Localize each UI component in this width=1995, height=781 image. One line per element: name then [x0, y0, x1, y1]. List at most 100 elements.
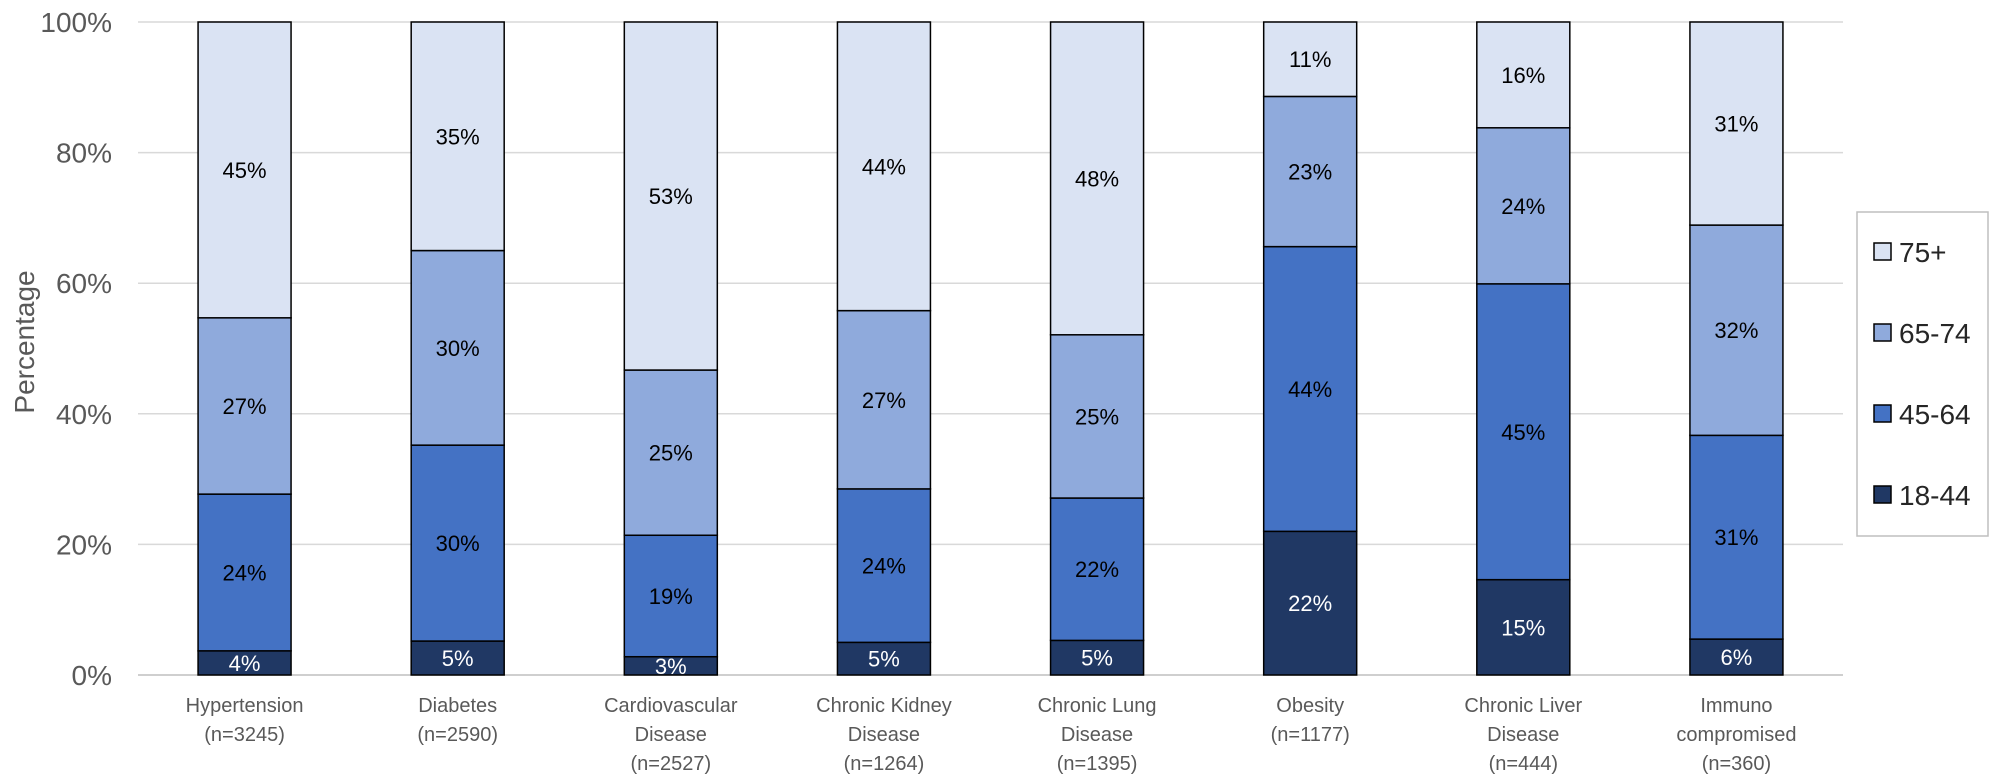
data-label: 25% — [649, 441, 693, 466]
bar-segment — [623, 534, 719, 658]
y-tick-label: 60% — [56, 268, 112, 299]
data-label: 30% — [436, 531, 480, 556]
data-label: 45% — [1501, 420, 1545, 445]
bar-segment — [836, 309, 932, 490]
bar-segment — [410, 249, 505, 446]
y-tick-label: 80% — [56, 138, 112, 169]
legend-swatch — [1873, 485, 1892, 504]
data-labels: 4% 24% 27% 45% 5% 30% 30% 35% 3% 19% 25% 53% 5% 24% 27… — [223, 47, 1759, 679]
x-category-label: Diabetes — [418, 695, 497, 717]
bar-segment — [197, 317, 292, 495]
data-label: 5% — [1081, 646, 1113, 671]
data-label: 30% — [436, 336, 480, 361]
data-label: 44% — [862, 154, 906, 179]
data-label: 31% — [1714, 112, 1758, 137]
bar-segment — [410, 640, 505, 676]
x-category-label: Disease — [635, 724, 707, 746]
legend: 75+ 65-74 45-64 18-44 — [1856, 211, 1989, 537]
legend-label: 65-74 — [1899, 318, 1971, 349]
bar-segment — [1049, 639, 1145, 676]
data-label: 22% — [1288, 591, 1332, 616]
bar-segment — [1476, 21, 1571, 129]
bars — [197, 21, 1784, 676]
bar-segment — [623, 21, 719, 371]
legend-label: 75+ — [1899, 237, 1947, 268]
data-label: 3% — [655, 654, 687, 679]
bar-segment — [1262, 95, 1358, 248]
x-category-label: Chronic Lung — [1038, 695, 1157, 717]
data-label: 24% — [223, 560, 267, 585]
data-label: 5% — [868, 647, 900, 672]
data-label: 15% — [1501, 615, 1545, 640]
x-category-label: Obesity — [1276, 695, 1344, 717]
legend-label: 18-44 — [1899, 480, 1971, 511]
x-category-label: Cardiovascular — [604, 695, 738, 717]
bar-segment — [1689, 21, 1784, 226]
data-label: 35% — [436, 124, 480, 149]
bar-segment — [836, 21, 932, 312]
bar-segment — [1476, 283, 1571, 581]
data-label: 5% — [442, 646, 474, 671]
data-label: 31% — [1714, 525, 1758, 550]
data-label: 25% — [1075, 404, 1119, 429]
data-label: 53% — [649, 184, 693, 209]
data-label: 22% — [1075, 557, 1119, 582]
data-label: 27% — [223, 394, 267, 419]
bar-segment — [410, 444, 505, 642]
data-label: 24% — [862, 554, 906, 579]
legend-swatch — [1873, 404, 1892, 423]
legend-box — [1856, 211, 1989, 537]
x-category-label: Immuno — [1700, 695, 1772, 717]
data-label: 44% — [1288, 377, 1332, 402]
legend-label: 45-64 — [1899, 399, 1971, 430]
x-category-label: Disease — [1061, 724, 1133, 746]
bar-segment — [1476, 127, 1571, 285]
x-category-label: Disease — [848, 724, 920, 746]
y-tick-label: 20% — [56, 529, 112, 560]
x-category-label: Chronic Liver — [1464, 695, 1582, 717]
x-category-label: (n=444) — [1489, 753, 1559, 775]
data-label: 16% — [1501, 63, 1545, 88]
x-category-label: compromised — [1676, 724, 1796, 746]
bar-segment — [1262, 530, 1358, 676]
bar-segment — [836, 641, 932, 676]
bar-segment — [1049, 334, 1145, 499]
data-label: 19% — [649, 584, 693, 609]
x-category-label: (n=2527) — [631, 753, 712, 775]
x-category-label: (n=1395) — [1057, 753, 1138, 775]
bar-segment — [1049, 21, 1145, 336]
y-axis-tick-labels: 0% 20% 40% 60% 80% 100% — [40, 7, 112, 691]
bar-segment — [1049, 497, 1145, 642]
bar-segment — [1262, 21, 1358, 98]
bar-segment — [197, 493, 292, 652]
bar-segment — [1262, 245, 1358, 533]
y-tick-label: 0% — [72, 660, 112, 691]
bar-segment — [197, 21, 292, 319]
data-label: 45% — [223, 158, 267, 183]
x-category-label: (n=360) — [1702, 753, 1772, 775]
bar-segment — [410, 21, 505, 252]
x-category-label: Chronic Kidney — [816, 695, 952, 717]
bar-segment — [1689, 638, 1784, 676]
data-label: 23% — [1288, 160, 1332, 185]
x-category-label: (n=2590) — [417, 724, 498, 746]
data-label: 24% — [1501, 194, 1545, 219]
x-axis-category-labels: Hypertension (n=3245) Diabetes (n=2590) Card… — [186, 695, 1797, 775]
data-label: 4% — [229, 651, 261, 676]
x-category-label: (n=1177) — [1271, 724, 1350, 746]
y-tick-label: 100% — [40, 7, 112, 38]
data-label: 11% — [1289, 47, 1331, 72]
x-category-label: Disease — [1487, 724, 1559, 746]
bar-segment — [1476, 578, 1571, 676]
data-label: 27% — [862, 388, 906, 413]
x-category-label: (n=3245) — [204, 724, 285, 746]
legend-swatch — [1873, 242, 1892, 261]
x-category-label: (n=1264) — [844, 753, 925, 775]
y-axis-title: Percentage — [9, 270, 40, 413]
bar-segment — [836, 488, 932, 644]
data-label: 48% — [1075, 166, 1119, 191]
data-label: 6% — [1721, 645, 1753, 670]
gridlines — [138, 21, 1843, 676]
data-label: 32% — [1714, 318, 1758, 343]
